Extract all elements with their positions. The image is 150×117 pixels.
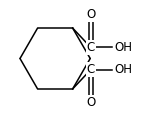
Text: C: C xyxy=(87,41,95,54)
Text: O: O xyxy=(86,8,95,21)
Text: OH: OH xyxy=(114,63,132,76)
Text: C: C xyxy=(87,63,95,76)
Text: O: O xyxy=(86,96,95,109)
Text: OH: OH xyxy=(114,41,132,54)
